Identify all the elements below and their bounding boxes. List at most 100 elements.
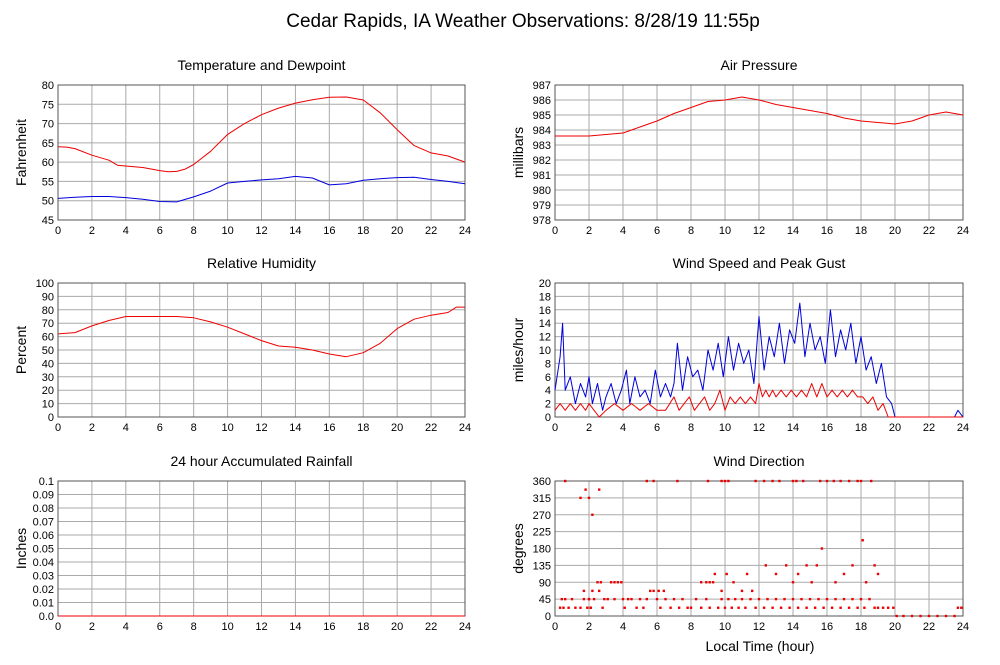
x-tick-label: 24 bbox=[459, 422, 471, 434]
x-tick-label: 10 bbox=[719, 621, 731, 633]
y-tick-label: 0.06 bbox=[33, 530, 54, 542]
data-point bbox=[621, 597, 625, 601]
chart-title: Air Pressure bbox=[720, 57, 797, 73]
data-point bbox=[817, 597, 820, 601]
data-point bbox=[757, 597, 761, 601]
plot-border bbox=[554, 282, 964, 418]
data-point bbox=[796, 572, 800, 576]
x-tick-label: 10 bbox=[719, 422, 731, 434]
y-tick-label: 0.07 bbox=[33, 517, 54, 529]
data-point bbox=[708, 606, 711, 609]
data-point bbox=[664, 597, 667, 601]
y-tick-label: 60 bbox=[42, 157, 54, 169]
y-axis-label: Fahrenheit bbox=[13, 119, 29, 186]
data-point bbox=[936, 614, 939, 618]
y-tick-label: 75 bbox=[42, 99, 54, 111]
x-tick-label: 6 bbox=[654, 621, 660, 633]
data-point bbox=[910, 614, 914, 618]
y-tick-label: 80 bbox=[42, 80, 54, 92]
data-point bbox=[657, 589, 660, 593]
data-point bbox=[642, 606, 645, 609]
x-tick-label: 20 bbox=[391, 225, 403, 237]
y-tick-label: 14 bbox=[539, 318, 551, 330]
data-point bbox=[630, 597, 633, 601]
x-tick-label: 10 bbox=[221, 225, 233, 237]
x-tick-label: 8 bbox=[688, 422, 694, 434]
data-point bbox=[727, 597, 730, 601]
data-point bbox=[570, 597, 574, 601]
data-point bbox=[676, 479, 679, 483]
x-tick-label: 24 bbox=[957, 621, 969, 633]
data-point bbox=[927, 614, 931, 618]
y-tick-label: 60 bbox=[42, 332, 54, 344]
x-tick-label: 2 bbox=[586, 225, 592, 237]
x-tick-label: 18 bbox=[357, 225, 369, 237]
data-point bbox=[645, 597, 648, 601]
data-point bbox=[730, 606, 733, 609]
x-tick-label: 14 bbox=[289, 422, 301, 434]
y-tick-label: 979 bbox=[533, 200, 551, 212]
data-point bbox=[956, 606, 960, 609]
y-tick-label: 0 bbox=[545, 412, 551, 424]
data-point bbox=[737, 606, 740, 609]
y-tick-label: 20 bbox=[42, 385, 54, 397]
data-point bbox=[749, 597, 752, 601]
y-tick-label: 0.08 bbox=[33, 503, 54, 515]
data-point bbox=[859, 597, 863, 601]
chart-direction: 0 2 4 6 8 10 12 14 16 18 20 22 240459013518022527031… bbox=[510, 453, 969, 633]
data-point bbox=[779, 606, 783, 609]
y-tick-label: 2 bbox=[545, 399, 551, 411]
x-tick-label: 16 bbox=[323, 621, 335, 633]
x-tick-label: 22 bbox=[425, 225, 437, 237]
y-tick-label: 80 bbox=[42, 305, 54, 317]
x-tick-label: 8 bbox=[191, 225, 197, 237]
x-tick-label: 10 bbox=[221, 422, 233, 434]
data-point bbox=[727, 479, 730, 483]
page-title: Cedar Rapids, IA Weather Observations: 8… bbox=[286, 11, 760, 32]
y-tick-label: 55 bbox=[42, 176, 54, 188]
x-tick-label: 0 bbox=[552, 621, 558, 633]
data-point bbox=[587, 597, 591, 601]
y-tick-label: 12 bbox=[539, 332, 551, 344]
series-line-blue bbox=[57, 175, 466, 203]
x-tick-label: 6 bbox=[654, 422, 660, 434]
data-point bbox=[705, 581, 708, 584]
x-tick-label: 14 bbox=[787, 225, 799, 237]
x-tick-label: 8 bbox=[191, 621, 197, 633]
data-point bbox=[802, 479, 805, 483]
data-point bbox=[681, 597, 684, 601]
data-point bbox=[677, 606, 681, 609]
y-tick-label: 0.0 bbox=[39, 611, 54, 623]
y-tick-label: 225 bbox=[533, 527, 551, 539]
data-point bbox=[851, 597, 854, 601]
y-tick-label: 70 bbox=[42, 119, 54, 131]
x-tick-label: 18 bbox=[357, 422, 369, 434]
x-tick-label: 14 bbox=[289, 225, 301, 237]
data-point bbox=[791, 479, 795, 483]
y-tick-label: 315 bbox=[533, 493, 551, 505]
data-point bbox=[825, 479, 829, 483]
x-tick-label: 2 bbox=[89, 422, 95, 434]
data-point bbox=[805, 564, 808, 567]
x-tick-label: 12 bbox=[753, 621, 765, 633]
data-point bbox=[603, 597, 606, 601]
y-tick-label: 978 bbox=[533, 215, 551, 227]
data-point bbox=[567, 606, 570, 609]
data-point bbox=[800, 597, 803, 601]
data-point bbox=[785, 564, 788, 567]
y-tick-label: 135 bbox=[533, 560, 551, 572]
data-point bbox=[662, 589, 665, 593]
y-tick-label: 40 bbox=[42, 358, 54, 370]
y-tick-label: 0.02 bbox=[33, 584, 54, 596]
data-point bbox=[861, 539, 864, 542]
y-tick-label: 20 bbox=[539, 278, 551, 290]
data-point bbox=[564, 597, 567, 601]
data-point bbox=[870, 479, 873, 483]
x-tick-label: 2 bbox=[89, 225, 95, 237]
data-point bbox=[902, 614, 905, 618]
data-point bbox=[598, 488, 601, 491]
data-point bbox=[598, 589, 601, 593]
data-point bbox=[574, 606, 577, 609]
x-tick-label: 0 bbox=[552, 225, 558, 237]
